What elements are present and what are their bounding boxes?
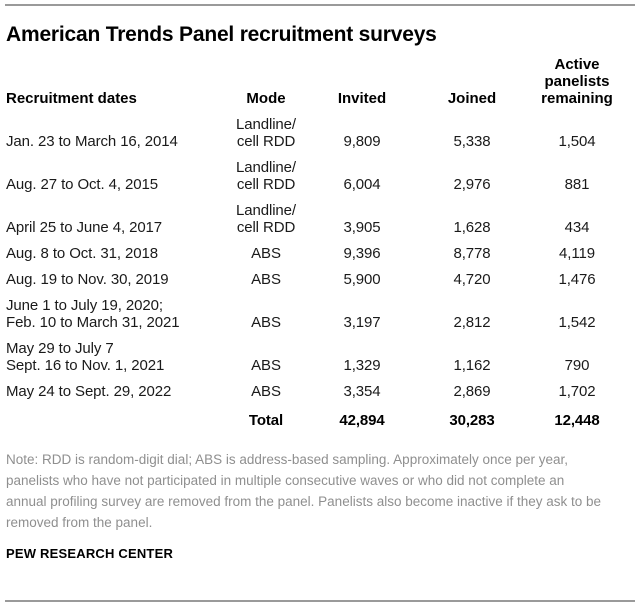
table-row: Aug. 8 to Oct. 31, 2018 ABS 9,396 8,778 … xyxy=(6,236,634,262)
cell-active: 790 xyxy=(564,357,590,374)
recruitment-table: Recruitment dates Mode Invited Joined Ac… xyxy=(6,56,634,429)
table-row: May 24 to Sept. 29, 2022 ABS 3,354 2,869… xyxy=(6,374,634,400)
note-text: Note: RDD is random-digit dial; ABS is a… xyxy=(6,452,602,530)
cell-mode: Landline/ cell RDD xyxy=(236,116,296,150)
cell-joined: 8,778 xyxy=(453,245,491,262)
cell-dates: Aug. 19 to Nov. 30, 2019 xyxy=(6,271,169,288)
table-row: May 29 to July 7 Sept. 16 to Nov. 1, 202… xyxy=(6,331,634,374)
cell-dates: June 1 to July 19, 2020; Feb. 10 to Marc… xyxy=(6,297,180,331)
cell-invited: 3,197 xyxy=(343,314,381,331)
cell-invited: 6,004 xyxy=(343,176,381,193)
cell-invited: 3,354 xyxy=(343,383,381,400)
cell-active: 434 xyxy=(564,219,590,236)
source-label: PEW RESEARCH CENTER xyxy=(6,546,174,561)
cell-dates: May 24 to Sept. 29, 2022 xyxy=(6,383,172,400)
cell-dates: Aug. 8 to Oct. 31, 2018 xyxy=(6,245,158,262)
total-label: Total xyxy=(248,412,284,429)
cell-mode: ABS xyxy=(251,314,281,331)
cell-dates: Aug. 27 to Oct. 4, 2015 xyxy=(6,176,158,193)
cell-mode: ABS xyxy=(251,357,281,374)
cell-dates: May 29 to July 7 Sept. 16 to Nov. 1, 202… xyxy=(6,340,165,374)
cell-dates-empty xyxy=(6,400,232,429)
cell-invited: 5,900 xyxy=(343,271,381,288)
total-active: 12,448 xyxy=(554,412,600,429)
table-row: Jan. 23 to March 16, 2014 Landline/ cell… xyxy=(6,107,634,150)
cell-joined: 2,976 xyxy=(453,176,491,193)
cell-invited: 3,905 xyxy=(343,219,381,236)
table-row: April 25 to June 4, 2017 Landline/ cell … xyxy=(6,193,634,236)
cell-joined: 2,869 xyxy=(453,383,491,400)
cell-invited: 9,809 xyxy=(343,133,381,150)
cell-active: 1,542 xyxy=(558,314,596,331)
col-header-mode: Mode xyxy=(246,90,286,107)
cell-mode: Landline/ cell RDD xyxy=(236,159,296,193)
figure-content: American Trends Panel recruitment survey… xyxy=(6,23,634,562)
cell-active: 881 xyxy=(564,176,590,193)
cell-joined: 2,812 xyxy=(453,314,491,331)
cell-joined: 1,162 xyxy=(453,357,491,374)
table-row: Aug. 27 to Oct. 4, 2015 Landline/ cell R… xyxy=(6,150,634,193)
bottom-rule xyxy=(5,600,635,602)
figure-title: American Trends Panel recruitment survey… xyxy=(6,23,437,46)
cell-active: 1,702 xyxy=(558,383,596,400)
col-header-recruitment-dates: Recruitment dates xyxy=(6,90,137,107)
total-joined: 30,283 xyxy=(449,412,495,429)
cell-joined: 1,628 xyxy=(453,219,491,236)
cell-active: 1,476 xyxy=(558,271,596,288)
cell-mode: ABS xyxy=(251,245,281,262)
cell-invited: 9,396 xyxy=(343,245,381,262)
total-invited: 42,894 xyxy=(339,412,385,429)
cell-active: 1,504 xyxy=(558,133,596,150)
col-header-active-panelists-remaining: Active panelists remaining xyxy=(541,56,613,107)
cell-joined: 5,338 xyxy=(453,133,491,150)
col-header-invited: Invited xyxy=(337,90,387,107)
cell-active: 4,119 xyxy=(559,245,595,262)
table-row: June 1 to July 19, 2020; Feb. 10 to Marc… xyxy=(6,288,634,331)
header-row: Recruitment dates Mode Invited Joined Ac… xyxy=(6,56,634,107)
table-row: Aug. 19 to Nov. 30, 2019 ABS 5,900 4,720… xyxy=(6,262,634,288)
cell-dates: Jan. 23 to March 16, 2014 xyxy=(6,133,178,150)
top-rule xyxy=(5,4,635,6)
cell-invited: 1,329 xyxy=(343,357,381,374)
total-row: Total 42,894 30,283 12,448 xyxy=(6,400,634,429)
cell-mode: ABS xyxy=(251,383,281,400)
cell-mode: Landline/ cell RDD xyxy=(236,202,296,236)
cell-joined: 4,720 xyxy=(453,271,491,288)
col-header-joined: Joined xyxy=(447,90,497,107)
cell-dates: April 25 to June 4, 2017 xyxy=(6,219,163,236)
cell-mode: ABS xyxy=(251,271,281,288)
